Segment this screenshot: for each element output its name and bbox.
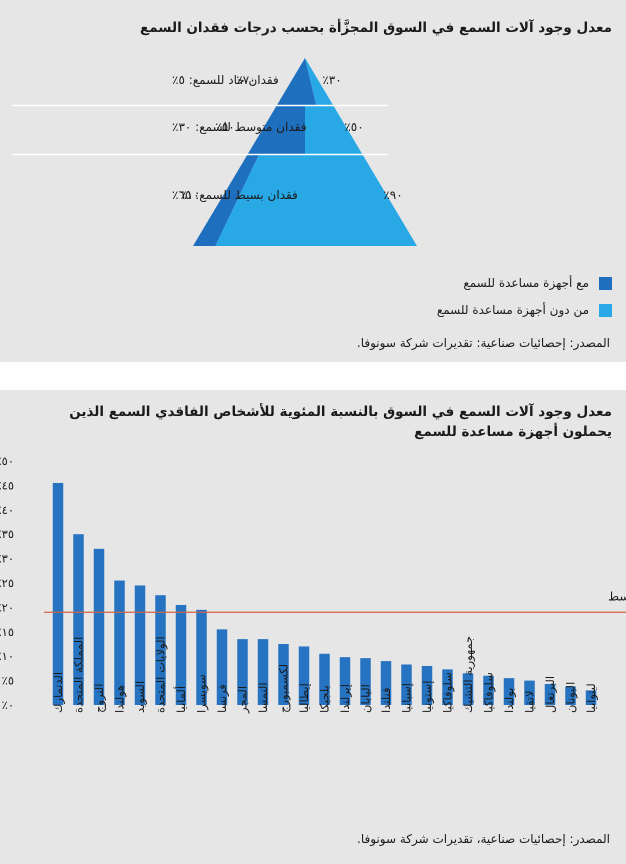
x-tick-label: جمهورية التشيك — [461, 636, 476, 713]
x-tick-label: المجر — [236, 686, 251, 714]
y-tick-label: ١٠٪ — [0, 649, 14, 663]
x-tick-label: السويد — [133, 681, 148, 713]
with-aids-pct: ٧٠٪ — [236, 73, 255, 87]
with-aids-pct: ١٠٪ — [180, 188, 199, 202]
x-tick-label: بولندا — [502, 688, 517, 713]
y-tick-label: ٤٥٪ — [0, 478, 14, 492]
y-tick-label: ٠٪ — [2, 698, 14, 712]
bar — [462, 673, 474, 705]
segmented-market-panel: معدل وجود آلات السمع في السوق المجزَّأة … — [0, 0, 626, 362]
legend-label-without: من دون أجهزة مساعدة للسمع — [436, 303, 589, 317]
pyramid-segment-without — [215, 155, 417, 246]
bar-chart: ٠٪ ٥٪ ١٠٪ ١٥٪ ٢٠٪ ٢٥٪ ٣٠٪ ٣٥٪ ٤٠٪ ٤٥٪ ٥٠٪ الدنمارك ا… — [0, 454, 626, 714]
x-tick-label: الدنمارك — [51, 672, 66, 713]
bar — [134, 585, 146, 705]
y-tick-label: ١٥٪ — [0, 625, 14, 639]
without-aids-pct: ٩٠٪ — [383, 188, 402, 202]
bar — [114, 580, 125, 705]
x-tick-label: إسبانيا — [400, 683, 414, 713]
average-label: المتوسط — [608, 589, 626, 604]
bar — [216, 629, 228, 705]
x-tick-label: ليتوانيا — [584, 683, 599, 713]
x-tick-label: سلوفاكيا — [482, 672, 497, 713]
legend-label-with: مع أجهزة مساعدة للسمع — [463, 276, 589, 290]
bar — [339, 657, 351, 705]
bar — [565, 686, 576, 705]
bar — [380, 661, 392, 705]
x-tick-label: فنلندا — [379, 688, 393, 713]
x-tick-label: سويسرا — [195, 674, 210, 713]
pyramid-chart: فقدان حاد للسمع: ٥٪٧٠٪ ٣٠٪ فقدان متوسط للس… — [12, 58, 417, 246]
bar — [421, 665, 433, 705]
country-penetration-panel: معدل وجود آلات السمع في السوق بالنسبة ال… — [0, 390, 626, 864]
legend-without-aids: من دون أجهزة مساعدة للسمع — [437, 303, 612, 317]
legend-swatch-with — [599, 276, 612, 290]
y-tick-label: ٢٥٪ — [0, 576, 14, 590]
x-tick-label: النروج — [92, 684, 107, 714]
bar — [483, 675, 494, 705]
x-tick-label: لاتفيا — [523, 690, 537, 713]
x-tick-label: إيرلندا — [338, 684, 353, 713]
y-tick-label: ٣٥٪ — [0, 527, 14, 541]
chart-title: معدل وجود آلات السمع في السوق بالنسبة ال… — [69, 404, 612, 440]
pyramid-segment-without — [305, 106, 363, 155]
panel1-source: المصدر: إحصائيات صناعية: تقديرات شركة سو… — [356, 336, 610, 350]
x-tick-label: البرتغال — [543, 676, 558, 713]
level-label: فقدان بسيط للسمع: ٦٥٪ — [172, 188, 298, 202]
y-tick-label: ٥٪ — [2, 674, 14, 688]
without-aids-pct: ٥٠٪ — [344, 120, 363, 134]
x-tick-label: ألمانيا — [173, 686, 188, 713]
legend-with-aids: مع أجهزة مساعدة للسمع — [463, 276, 612, 290]
bar — [298, 646, 310, 705]
x-tick-label: إستونيا — [420, 681, 435, 713]
x-tick-label: النمسا — [256, 682, 270, 713]
bar — [93, 548, 105, 705]
bar — [442, 669, 453, 705]
bar — [503, 678, 515, 705]
x-tick-label: اليونان — [564, 682, 579, 713]
chart-source: المصدر: إحصائيات صناعية، تقديرات شركة سو… — [357, 832, 610, 846]
x-tick-label: هولندا — [113, 685, 128, 713]
x-tick-label: سلوفاكيا — [441, 672, 456, 713]
y-tick-label: ٢٠٪ — [0, 600, 14, 614]
bar — [155, 595, 166, 705]
level-label: فقدان حاد للسمع: ٥٪ — [172, 73, 279, 87]
pyramid-segment-with — [276, 58, 317, 106]
x-tick-label: إيطاليا — [297, 683, 311, 713]
bar — [257, 639, 269, 705]
bar — [544, 684, 556, 705]
y-tick-label: ٣٠٪ — [0, 552, 14, 566]
level-label: فقدان متوسط للسمع: ٣٠٪ — [172, 120, 306, 135]
bar — [52, 482, 64, 705]
bar — [360, 658, 371, 705]
panel1-title: معدل وجود آلات السمع في السوق المجزَّأة … — [140, 20, 612, 36]
x-tick-label: فرنسا — [215, 684, 230, 713]
bar — [524, 680, 535, 705]
with-aids-pct: ٥٠٪ — [215, 120, 234, 134]
x-tick-label: لكسمبورج — [277, 664, 292, 713]
x-tick-label: الولايات المتحدة — [154, 636, 169, 713]
pyramid-segment-without — [305, 58, 334, 106]
bar — [237, 639, 248, 705]
y-tick-label: ٥٠٪ — [0, 454, 14, 468]
pyramid-segment-with — [247, 106, 305, 155]
y-tick-label: ٤٠٪ — [0, 503, 14, 517]
without-aids-pct: ٣٠٪ — [322, 73, 341, 87]
bar — [278, 644, 289, 705]
pyramid-segment-with — [193, 155, 259, 246]
bar — [196, 609, 207, 705]
bar — [319, 653, 330, 705]
x-tick-label: المملكة المتحدة — [72, 637, 86, 713]
bar — [401, 664, 412, 705]
bar — [585, 690, 597, 705]
legend-swatch-without — [599, 303, 612, 317]
x-tick-label: بلجيكا — [318, 685, 332, 713]
bar — [175, 604, 187, 705]
x-tick-label: اليابان — [359, 684, 373, 713]
bar — [73, 534, 84, 705]
